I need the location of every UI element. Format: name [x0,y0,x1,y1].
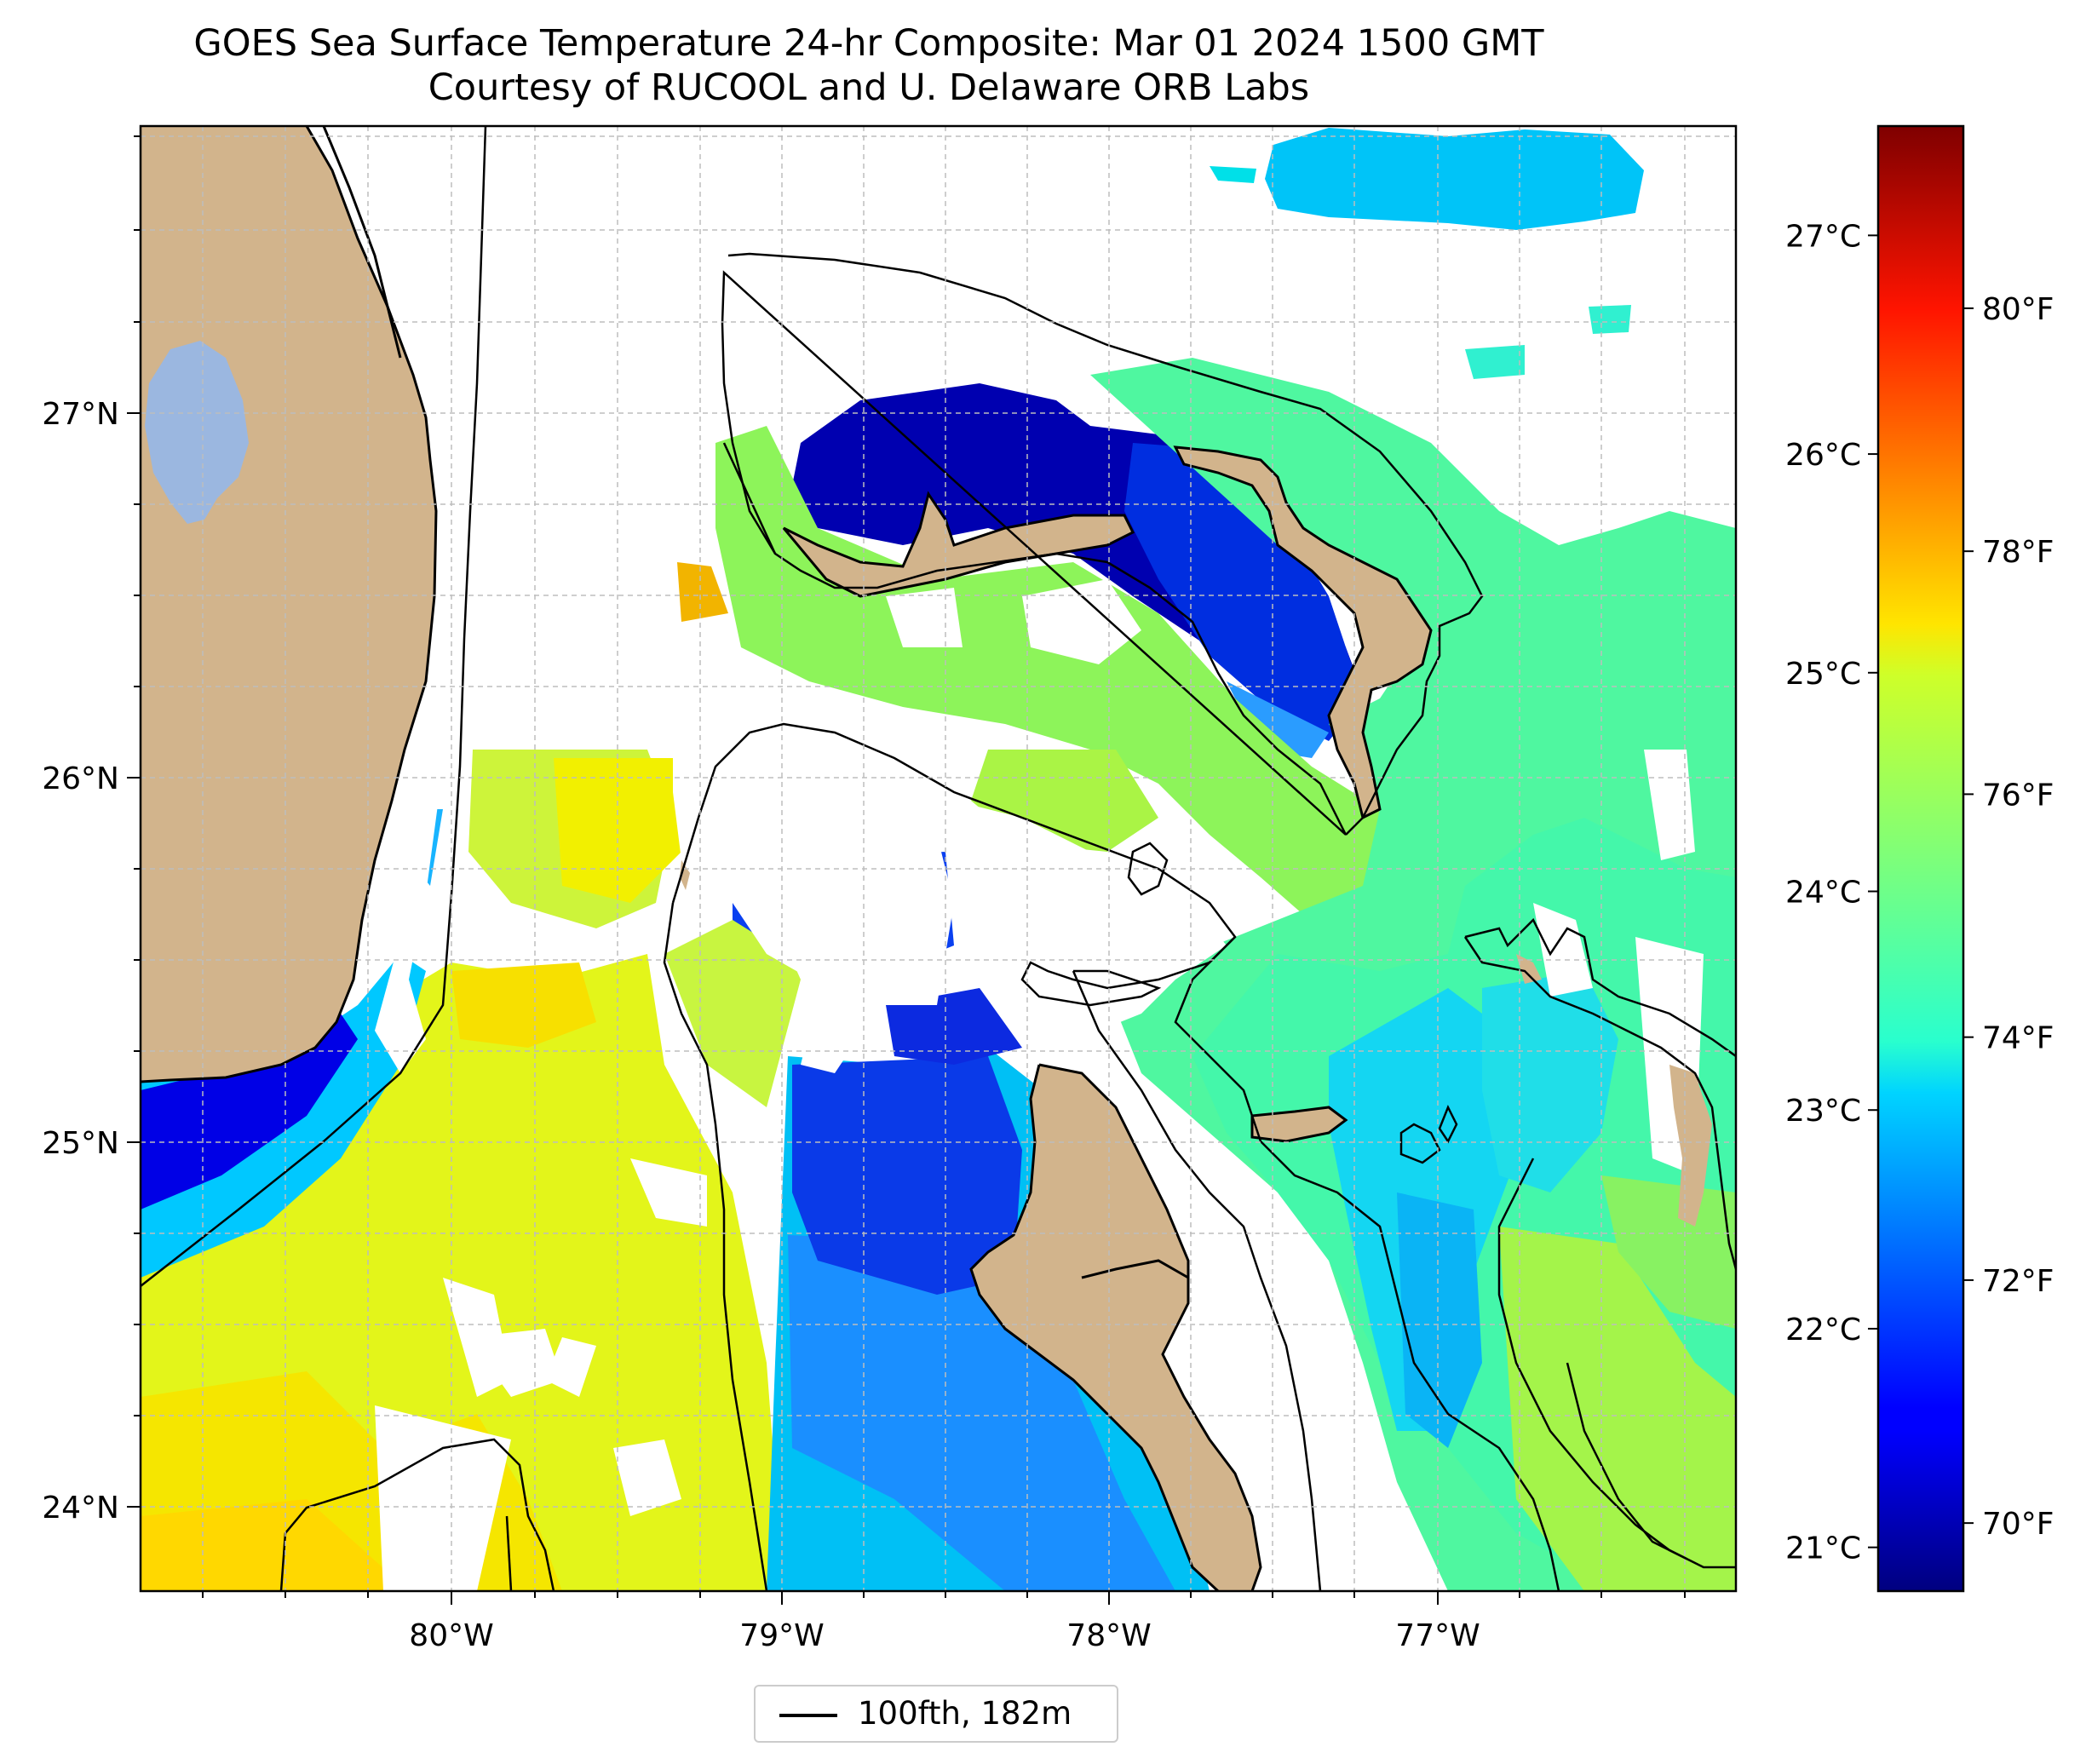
celsius-tick-label: 21°C [1785,1531,1861,1566]
fahrenheit-tick-label: 80°F [1982,292,2054,327]
map-title: GOES Sea Surface Temperature 24-hr Compo… [193,22,1544,65]
colorbar-celsius-axis: 27°C 26°C 25°C 24°C 23°C 22°C 21°C [1785,219,1878,1566]
celsius-tick-label: 22°C [1785,1313,1861,1347]
map-gridlines [141,126,1736,1591]
abaco-land [1175,447,1431,818]
celsius-tick-label: 23°C [1785,1094,1861,1129]
axis-ticks [127,135,1686,1605]
lat-label-26n: 26°N [42,761,119,796]
lon-label-77w: 77°W [1395,1618,1480,1653]
lat-label-24n: 24°N [42,1491,119,1526]
fahrenheit-tick-label: 78°F [1982,535,2054,570]
isobath-100fth [141,126,1736,1591]
lon-label-79w: 79°W [739,1618,824,1653]
andros-land [971,1065,1261,1591]
fahrenheit-tick-label: 72°F [1982,1264,2054,1299]
coastline [141,126,1433,1591]
colorbar-fahrenheit-axis: 80°F 78°F 76°F 74°F 72°F 70°F [1963,292,2054,1542]
lake-okeechobee [145,341,249,524]
celsius-tick-label: 27°C [1785,219,1861,254]
latitude-labels: 27°N 26°N 25°N 24°N [42,397,119,1526]
legend: 100fth, 182m [754,1685,1118,1743]
legend-label: 100fth, 182m [858,1695,1072,1732]
colorbar [1876,124,1965,1593]
fahrenheit-tick-label: 74°F [1982,1021,2054,1056]
celsius-tick-label: 26°C [1785,438,1861,473]
fahrenheit-tick-label: 76°F [1982,778,2054,813]
lat-label-25n: 25°N [42,1126,119,1161]
sst-field [141,126,1736,1591]
lon-label-78w: 78°W [1066,1618,1151,1653]
fahrenheit-tick-label: 70°F [1982,1507,2054,1542]
map-frame [139,124,1738,1593]
longitude-labels: 80°W 79°W 78°W 77°W [409,1618,1480,1653]
map-subtitle: Courtesy of RUCOOL and U. Delaware ORB L… [428,66,1310,109]
lon-label-80w: 80°W [409,1618,493,1653]
lat-label-27n: 27°N [42,397,119,432]
celsius-tick-label: 25°C [1785,657,1861,692]
legend-line-swatch [779,1714,837,1717]
grand-bahama-land [784,494,1133,596]
celsius-tick-label: 24°C [1785,876,1861,911]
